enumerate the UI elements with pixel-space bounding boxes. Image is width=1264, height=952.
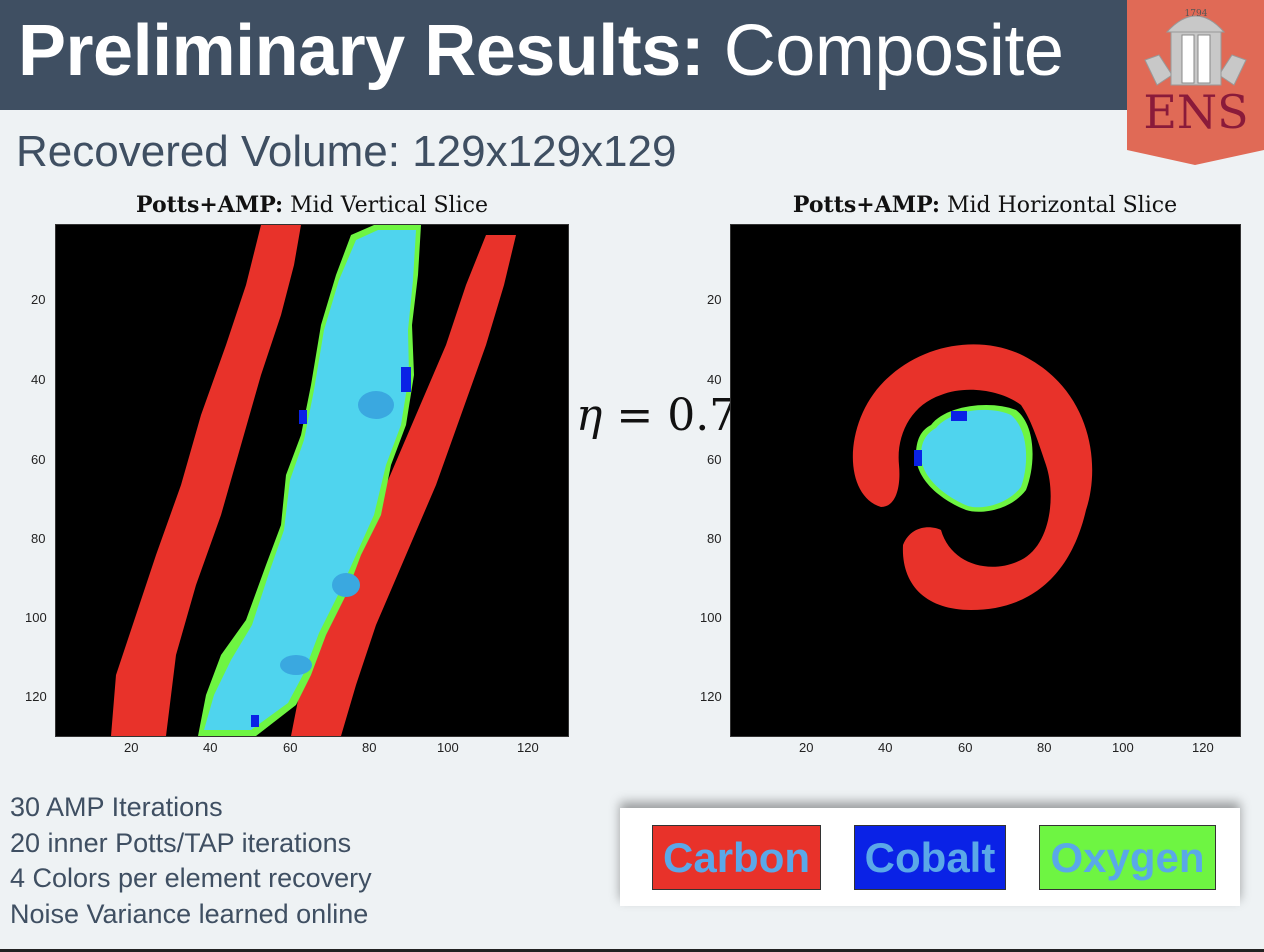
x-tick: 20 <box>124 740 139 755</box>
title-bar: Preliminary Results: Composite <box>0 0 1264 110</box>
note-item: Noise Variance learned online <box>10 898 369 929</box>
left-plot-title-bold: Potts+AMP: <box>136 192 284 218</box>
x-tick: 100 <box>1112 740 1134 755</box>
bottom-divider <box>0 949 1264 952</box>
y-tick: 80 <box>31 531 46 546</box>
subtitle: Recovered Volume: 129x129x129 <box>16 127 677 176</box>
right-plot-title-bold: Potts+AMP: <box>792 192 940 218</box>
x-tick: 80 <box>1037 740 1052 755</box>
right-plot-title: Potts+AMP: Mid Horizontal Slice <box>730 192 1240 218</box>
legend-carbon: Carbon <box>652 825 821 890</box>
y-tick: 120 <box>25 689 47 704</box>
y-tick: 40 <box>31 372 46 387</box>
y-tick: 80 <box>707 531 722 546</box>
right-plot-title-rest: Mid Horizontal Slice <box>946 193 1178 218</box>
note-item: 30 AMP Iterations <box>10 792 223 822</box>
notes-list: 30 AMP Iterations 20 inner Potts/TAP ite… <box>10 790 372 932</box>
x-tick: 120 <box>517 740 539 755</box>
right-slice-image <box>730 224 1241 737</box>
left-slice-image <box>55 224 569 737</box>
y-tick: 100 <box>700 610 722 625</box>
y-tick: 120 <box>700 689 722 704</box>
slide-title-bold: Preliminary Results: <box>18 11 705 91</box>
ens-logo: 1794 ENS <box>1127 0 1264 165</box>
y-tick: 100 <box>25 610 47 625</box>
x-tick: 120 <box>1192 740 1214 755</box>
x-tick: 100 <box>437 740 459 755</box>
x-tick: 20 <box>799 740 814 755</box>
x-tick: 40 <box>878 740 893 755</box>
element-legend: Carbon Cobalt Oxygen <box>620 808 1240 906</box>
eta-equation: η = 0.7 <box>576 390 737 441</box>
note-item: 20 inner Potts/TAP iterations <box>10 827 352 858</box>
logo-year: 1794 <box>1185 9 1208 19</box>
eta-value: = 0.7 <box>616 390 738 441</box>
y-tick: 60 <box>31 452 46 467</box>
logo-text: ENS <box>1143 85 1248 139</box>
x-tick: 40 <box>203 740 218 755</box>
eta-symbol: η <box>576 390 603 441</box>
x-tick: 60 <box>958 740 973 755</box>
x-tick: 80 <box>362 740 377 755</box>
slide-title: Preliminary Results: Composite <box>18 8 1064 94</box>
slide-title-light: Composite <box>723 11 1064 91</box>
y-tick: 20 <box>707 292 722 307</box>
legend-cobalt: Cobalt <box>854 825 1006 890</box>
x-tick: 60 <box>283 740 298 755</box>
y-tick: 40 <box>707 372 722 387</box>
left-plot-title: Potts+AMP: Mid Vertical Slice <box>55 192 569 218</box>
note-item: 4 Colors per element recovery <box>10 863 372 893</box>
left-plot-title-rest: Mid Vertical Slice <box>290 193 488 218</box>
legend-oxygen: Oxygen <box>1039 825 1216 890</box>
y-tick: 60 <box>707 452 722 467</box>
y-tick: 20 <box>31 292 46 307</box>
